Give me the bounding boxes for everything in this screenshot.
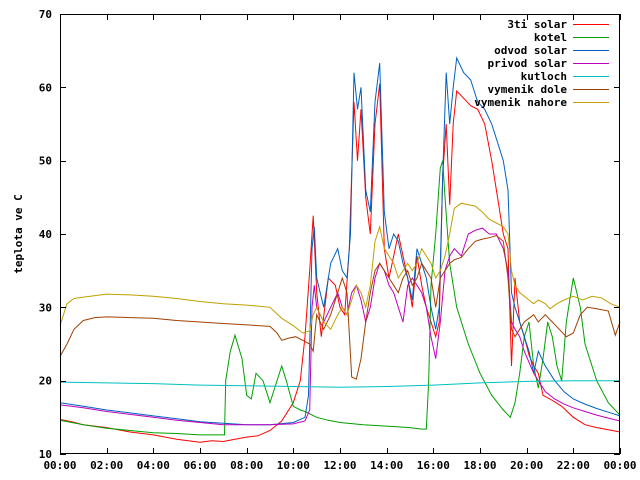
y-tick-label-0: 10 bbox=[39, 448, 52, 461]
legend-label-6: vymenik nahore bbox=[474, 96, 567, 109]
x-tick-label-10: 20:00 bbox=[510, 459, 543, 472]
x-tick-label-12: 00:00 bbox=[603, 459, 636, 472]
x-tick-label-3: 06:00 bbox=[183, 459, 216, 472]
series-line-4 bbox=[59, 380, 620, 388]
y-tick-label-5: 60 bbox=[39, 81, 52, 94]
series-line-6 bbox=[59, 202, 621, 334]
legend-label-5: vymenik dole bbox=[488, 83, 568, 96]
x-tick-label-4: 08:00 bbox=[230, 459, 263, 472]
x-tick-label-0: 00:00 bbox=[43, 459, 76, 472]
x-axis: 00:00 02:00 04:00 06:00 08:00 10:00 12:00 14:00… bbox=[43, 14, 637, 472]
x-tick-label-5: 10:00 bbox=[277, 459, 310, 472]
y-axis-label: teplota ve C bbox=[12, 194, 25, 273]
x-tick-label-6: 12:00 bbox=[323, 459, 356, 472]
y-axis: 10 20 30 40 50 60 70 bbox=[39, 8, 620, 461]
x-tick-label-11: 22:00 bbox=[557, 459, 590, 472]
y-tick-label-4: 50 bbox=[39, 155, 52, 168]
x-tick-label-7: 14:00 bbox=[370, 459, 403, 472]
series-line-5 bbox=[59, 234, 621, 380]
legend-label-4: kutloch bbox=[521, 70, 567, 83]
y-tick-label-6: 70 bbox=[39, 8, 52, 21]
series-line-0 bbox=[59, 83, 621, 443]
x-tick-label-2: 04:00 bbox=[137, 459, 170, 472]
y-tick-label-3: 40 bbox=[39, 228, 52, 241]
x-tick-label-8: 16:00 bbox=[417, 459, 450, 472]
legend-label-0: 3ti solar bbox=[507, 18, 567, 31]
series-line-1 bbox=[59, 160, 621, 436]
x-tick-label-1: 02:00 bbox=[90, 459, 123, 472]
legend-label-3: privod solar bbox=[488, 57, 568, 70]
legend-label-2: odvod solar bbox=[494, 44, 567, 57]
series-line-2 bbox=[59, 56, 621, 426]
y-tick-label-1: 20 bbox=[39, 375, 52, 388]
series-line-3 bbox=[59, 227, 621, 426]
x-tick-label-9: 18:00 bbox=[463, 459, 496, 472]
series-layer bbox=[59, 56, 621, 443]
legend-label-1: kotel bbox=[534, 31, 567, 44]
y-tick-label-2: 30 bbox=[39, 301, 52, 314]
